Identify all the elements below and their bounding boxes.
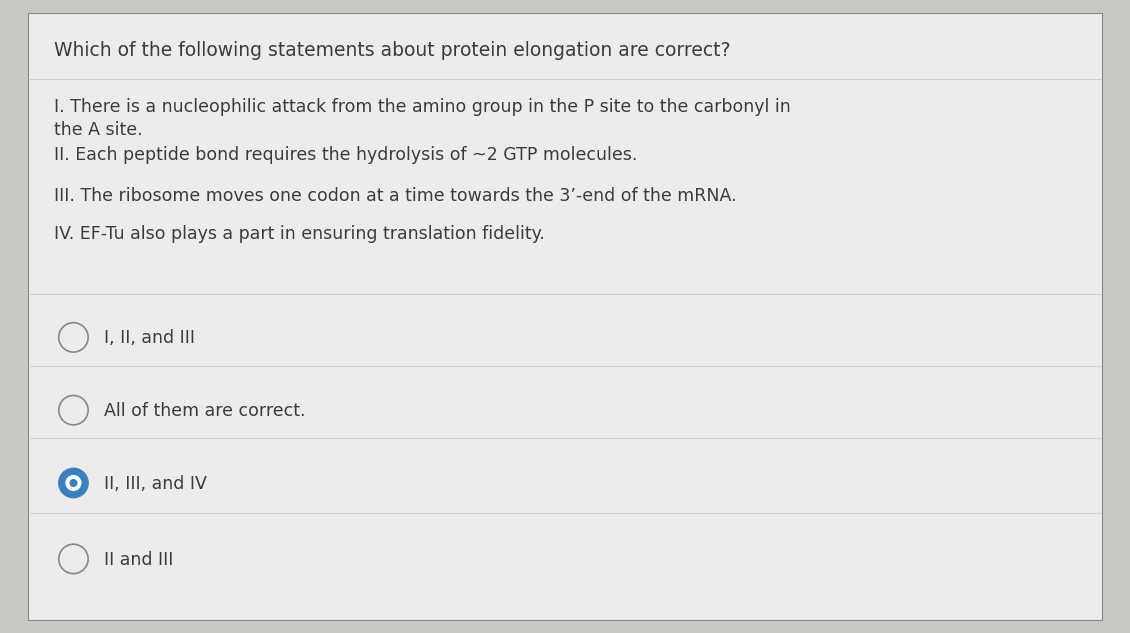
Ellipse shape xyxy=(66,475,81,491)
Ellipse shape xyxy=(69,479,78,487)
Text: II and III: II and III xyxy=(104,551,173,568)
Ellipse shape xyxy=(59,468,88,498)
Text: II, III, and IV: II, III, and IV xyxy=(104,475,207,492)
Text: IV. EF-Tu also plays a part in ensuring translation fidelity.: IV. EF-Tu also plays a part in ensuring … xyxy=(54,225,545,242)
Text: III. The ribosome moves one codon at a time towards the 3’-end of the mRNA.: III. The ribosome moves one codon at a t… xyxy=(54,187,737,204)
Text: All of them are correct.: All of them are correct. xyxy=(104,402,305,420)
Text: II. Each peptide bond requires the hydrolysis of ~2 GTP molecules.: II. Each peptide bond requires the hydro… xyxy=(54,146,637,163)
Text: I, II, and III: I, II, and III xyxy=(104,329,195,347)
Text: I. There is a nucleophilic attack from the amino group in the P site to the carb: I. There is a nucleophilic attack from t… xyxy=(54,98,791,139)
FancyBboxPatch shape xyxy=(28,13,1102,620)
Text: Which of the following statements about protein elongation are correct?: Which of the following statements about … xyxy=(54,41,731,60)
